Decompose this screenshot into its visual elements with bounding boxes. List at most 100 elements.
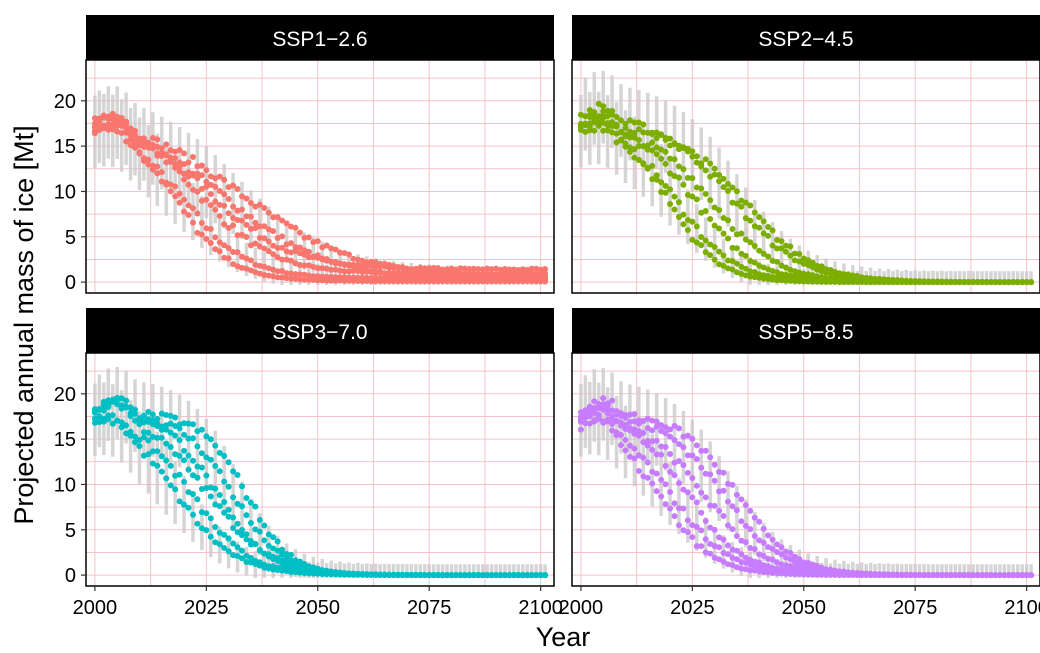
panel-border — [571, 352, 1040, 587]
data-point — [689, 148, 696, 155]
data-point — [693, 456, 700, 463]
data-point — [747, 239, 754, 246]
data-point — [782, 570, 789, 577]
data-point — [693, 196, 700, 203]
data-point — [140, 143, 147, 150]
data-point — [332, 277, 339, 284]
data-point — [198, 172, 205, 179]
data-point — [230, 249, 237, 256]
data-point — [979, 279, 986, 286]
data-point — [881, 279, 887, 286]
data-point — [725, 561, 731, 568]
data-point — [239, 503, 245, 510]
data-point — [399, 264, 406, 271]
data-point — [1001, 279, 1008, 286]
data-point — [466, 270, 473, 277]
data-point — [163, 181, 170, 188]
data-point — [1005, 279, 1012, 286]
data-point — [787, 570, 794, 577]
data-point — [729, 184, 736, 191]
data-point — [974, 279, 981, 286]
data-point — [689, 153, 696, 160]
data-point — [662, 501, 669, 508]
data-point — [109, 122, 116, 129]
data-point — [408, 571, 415, 578]
data-point — [345, 268, 352, 275]
data-point — [805, 271, 812, 278]
data-point — [145, 429, 152, 436]
data-point — [127, 428, 134, 435]
data-point — [292, 271, 299, 278]
data-point — [778, 271, 785, 278]
data-point — [747, 526, 754, 533]
data-point — [765, 275, 772, 282]
data-point — [537, 273, 544, 280]
data-point — [198, 426, 205, 433]
data-point — [470, 265, 477, 272]
data-point — [341, 268, 348, 275]
data-point — [675, 522, 682, 529]
data-point — [225, 255, 232, 262]
facet-title: SSP1−2.6 — [272, 28, 367, 51]
data-point — [791, 250, 798, 257]
data-point — [105, 126, 112, 133]
data-point — [221, 544, 228, 551]
data-point — [239, 483, 245, 490]
data-point — [782, 242, 789, 249]
data-point — [305, 272, 312, 279]
data-point — [613, 139, 620, 146]
data-point — [609, 413, 616, 420]
data-point — [751, 274, 758, 281]
data-point — [542, 266, 549, 273]
data-point — [693, 153, 700, 160]
data-point — [354, 570, 361, 577]
data-point — [533, 572, 540, 579]
data-point — [814, 273, 821, 280]
data-point — [872, 572, 879, 579]
data-point — [270, 214, 277, 221]
data-point — [689, 452, 696, 459]
facet-panel: SSP3−7.0 0 5 10 15 20 2000 2025 2050 2075 2100 — [54, 308, 563, 619]
data-point — [729, 503, 736, 510]
data-point — [671, 140, 678, 147]
data-point — [689, 474, 696, 481]
data-point — [283, 270, 290, 277]
data-point — [167, 462, 174, 469]
data-point — [769, 569, 776, 576]
data-point — [386, 278, 393, 285]
data-point — [689, 236, 696, 243]
data-point — [501, 272, 508, 279]
data-point — [234, 249, 241, 256]
data-point — [354, 266, 361, 273]
data-point — [203, 527, 210, 534]
x-axis-label: Year — [536, 622, 591, 652]
data-point — [345, 251, 352, 258]
data-point — [693, 223, 700, 230]
data-point — [631, 418, 638, 425]
data-point — [301, 276, 308, 283]
data-point — [658, 427, 665, 434]
data-point — [640, 121, 647, 128]
data-point — [729, 244, 736, 251]
data-point — [163, 411, 170, 418]
data-point — [836, 571, 843, 578]
data-point — [582, 120, 589, 127]
data-point — [234, 529, 241, 536]
data-point — [671, 472, 678, 479]
data-point — [742, 566, 749, 573]
data-point — [756, 559, 763, 566]
data-point — [618, 128, 625, 135]
data-point — [537, 278, 544, 285]
data-point — [675, 199, 682, 206]
data-point — [368, 258, 375, 265]
data-point — [145, 437, 152, 444]
data-point — [274, 268, 281, 275]
data-point — [791, 571, 798, 578]
data-point — [132, 433, 139, 440]
data-point — [916, 279, 923, 286]
data-point — [733, 188, 740, 195]
data-point — [279, 233, 286, 240]
data-point — [158, 178, 165, 185]
data-point — [965, 572, 972, 579]
data-point — [845, 571, 852, 578]
